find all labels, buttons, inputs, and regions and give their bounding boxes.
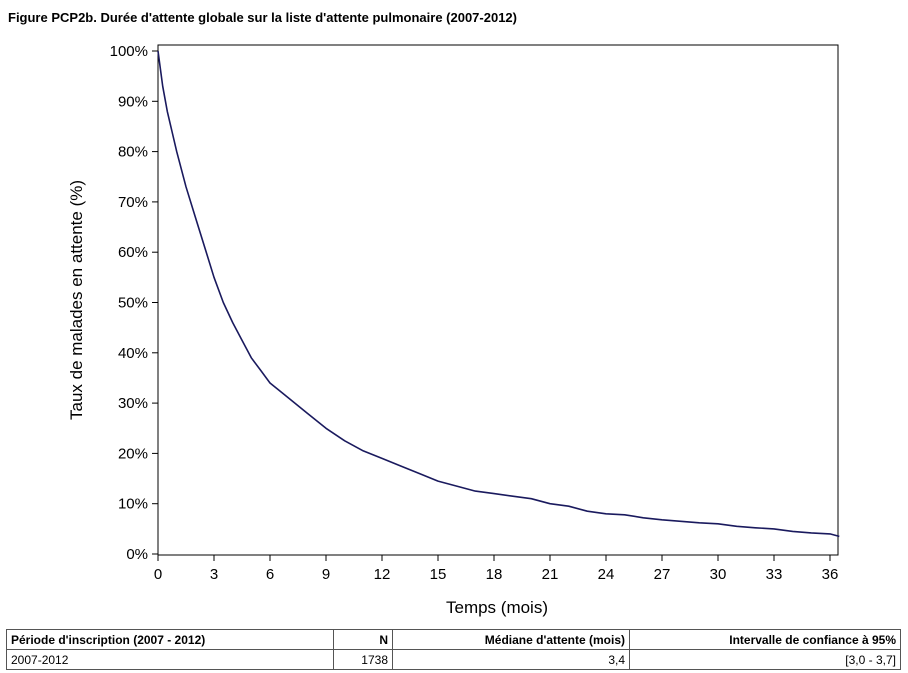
y-tick-label: 100% bbox=[110, 43, 148, 60]
y-tick-label: 0% bbox=[126, 546, 148, 563]
y-tick-label: 20% bbox=[118, 445, 148, 462]
table-row: 2007-2012 1738 3,4 [3,0 - 3,7] bbox=[6, 649, 901, 670]
header-periode: Période d'inscription (2007 - 2012) bbox=[6, 629, 334, 650]
x-tick-label: 3 bbox=[210, 566, 218, 583]
x-tick-label: 30 bbox=[710, 566, 727, 583]
x-tick-label: 6 bbox=[266, 566, 274, 583]
y-tick-label: 40% bbox=[118, 345, 148, 362]
cell-mediane: 3,4 bbox=[392, 649, 630, 670]
y-tick-label: 30% bbox=[118, 395, 148, 412]
table-header-row: Période d'inscription (2007 - 2012) N Mé… bbox=[6, 629, 901, 650]
x-tick-label: 12 bbox=[374, 566, 391, 583]
x-tick-label: 0 bbox=[154, 566, 162, 583]
survival-chart: 0%10%20%30%40%50%60%70%80%90%100% 0 3 6 9 12… bbox=[67, 43, 840, 617]
y-tick-label: 10% bbox=[118, 496, 148, 513]
cell-intervalle: [3,0 - 3,7] bbox=[629, 649, 901, 670]
x-tick-label: 21 bbox=[542, 566, 559, 583]
x-tick-label: 27 bbox=[654, 566, 671, 583]
cell-n: 1738 bbox=[333, 649, 393, 670]
plot-frame bbox=[157, 44, 839, 556]
header-mediane: Médiane d'attente (mois) bbox=[392, 629, 630, 650]
x-tick-label: 24 bbox=[598, 566, 615, 583]
survival-curve-line bbox=[157, 50, 840, 538]
header-intervalle: Intervalle de confiance à 95% bbox=[629, 629, 901, 650]
y-axis-title: Taux de malades en attente (%) bbox=[67, 180, 86, 420]
header-n: N bbox=[333, 629, 393, 650]
x-tick-label: 15 bbox=[430, 566, 447, 583]
x-tick-label: 9 bbox=[322, 566, 330, 583]
y-tick-label: 80% bbox=[118, 144, 148, 161]
figure-title: Figure PCP2b. Durée d'attente globale su… bbox=[8, 10, 517, 25]
x-axis-title: Temps (mois) bbox=[446, 598, 548, 617]
x-tick-label: 36 bbox=[822, 566, 839, 583]
x-tick-label: 33 bbox=[766, 566, 783, 583]
y-tick-label: 50% bbox=[118, 295, 148, 312]
x-tick-label: 18 bbox=[486, 566, 503, 583]
y-tick-label: 60% bbox=[118, 244, 148, 261]
summary-table: Période d'inscription (2007 - 2012) N Mé… bbox=[6, 629, 901, 670]
y-tick-label: 90% bbox=[118, 93, 148, 110]
y-tick-label: 70% bbox=[118, 194, 148, 211]
cell-periode: 2007-2012 bbox=[6, 649, 334, 670]
